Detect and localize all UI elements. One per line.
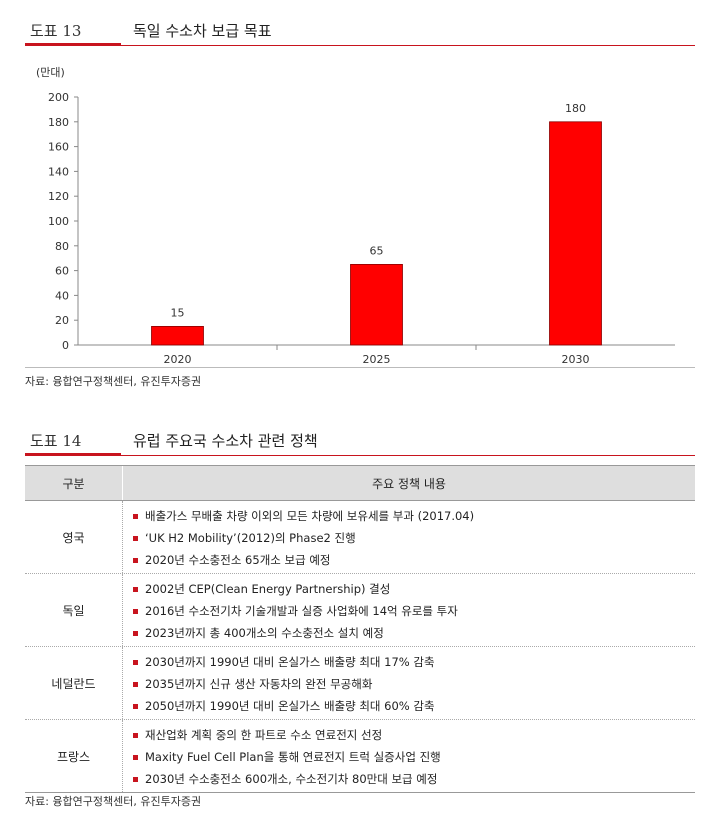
row-policies: 배출가스 무배출 차량 이외의 모든 차량에 보유세를 부과 (2017.04)… xyxy=(123,501,695,573)
policy-item: 2030년 수소충전소 600개소, 수소전기차 80만대 보급 예정 xyxy=(133,768,695,790)
x-tick-labels: 2020 2025 2030 xyxy=(164,353,590,366)
policy-item: ‘UK H2 Mobility’(2012)의 Phase2 진행 xyxy=(133,527,695,549)
bullet-square-icon xyxy=(133,659,138,665)
policy-text: 2035년까지 신규 생산 자동차의 완전 무공해화 xyxy=(145,677,373,691)
policy-text: 2050년까지 1990년 대비 온실가스 배출량 최대 60% 감축 xyxy=(145,699,435,713)
chart-bars xyxy=(151,121,602,346)
row-policies: 2030년까지 1990년 대비 온실가스 배출량 최대 17% 감축 2035년… xyxy=(123,647,695,719)
policy-text: 2002년 CEP(Clean Energy Partnership) 결성 xyxy=(145,582,391,596)
figure13-source: 자료: 융합연구정책센터, 유진투자증권 xyxy=(25,375,202,388)
row-country: 영국 xyxy=(25,501,123,573)
data-label: 15 xyxy=(171,306,185,319)
figure13-rule-accent xyxy=(25,43,121,46)
policy-item: Maxity Fuel Cell Plan을 통해 연료전지 트럭 실증사업 진… xyxy=(133,746,695,768)
row-policies: 2002년 CEP(Clean Energy Partnership) 결성 20… xyxy=(123,574,695,646)
policy-text: 2030년까지 1990년 대비 온실가스 배출량 최대 17% 감축 xyxy=(145,655,435,669)
bullet-square-icon xyxy=(133,535,138,541)
policy-item: 2035년까지 신규 생산 자동차의 완전 무공해화 xyxy=(133,673,695,695)
data-labels: 15 65 180 xyxy=(171,102,587,320)
bullet-square-icon xyxy=(133,630,138,636)
bar-2020 xyxy=(151,325,204,346)
table-row: 영국 배출가스 무배출 차량 이외의 모든 차량에 보유세를 부과 (2017.0… xyxy=(25,501,695,573)
bullet-square-icon xyxy=(133,586,138,592)
y-tick-label: 40 xyxy=(55,289,69,302)
y-tick-label: 100 xyxy=(48,215,69,228)
policy-text: 2030년 수소충전소 600개소, 수소전기차 80만대 보급 예정 xyxy=(145,772,438,786)
bullet-square-icon xyxy=(133,754,138,760)
figure13-rule xyxy=(25,45,695,46)
table-row: 네덜란드 2030년까지 1990년 대비 온실가스 배출량 최대 17% 감축 2… xyxy=(25,646,695,719)
data-label: 65 xyxy=(370,244,384,257)
table-body: 영국 배출가스 무배출 차량 이외의 모든 차량에 보유세를 부과 (2017.0… xyxy=(25,501,695,792)
table-row: 독일 2002년 CEP(Clean Energy Partnership) 결성… xyxy=(25,573,695,646)
x-tick-label: 2020 xyxy=(164,353,192,366)
bar-chart: (만대) 0 20 40 60 80 100 120 140 160 180 200 15 65 180… xyxy=(36,66,675,366)
bullet-square-icon xyxy=(133,557,138,563)
bullet-square-icon xyxy=(133,681,138,687)
row-policies: 재산업화 계획 중의 한 파트로 수소 연료전지 선정 Maxity Fuel C… xyxy=(123,720,695,792)
figure13-title: 독일 수소차 보급 목표 xyxy=(133,22,272,40)
bar-2025 xyxy=(350,263,403,346)
y-tick-labels: 0 20 40 60 80 100 120 140 160 180 200 xyxy=(48,91,69,352)
figure13-header: 도표 13 독일 수소차 보급 목표 xyxy=(25,20,695,46)
y-tick-label: 160 xyxy=(48,141,69,154)
bar-2030 xyxy=(549,121,602,346)
row-country: 프랑스 xyxy=(25,720,123,792)
policy-item: 2030년까지 1990년 대비 온실가스 배출량 최대 17% 감축 xyxy=(133,651,695,673)
policy-item: 2050년까지 1990년 대비 온실가스 배출량 최대 60% 감축 xyxy=(133,695,695,717)
policy-item: 배출가스 무배출 차량 이외의 모든 차량에 보유세를 부과 (2017.04) xyxy=(133,505,695,527)
bullet-square-icon xyxy=(133,703,138,709)
figure14-rule-accent xyxy=(25,453,121,456)
y-tick-label: 20 xyxy=(55,314,69,327)
figure14-number: 도표 14 xyxy=(30,432,82,450)
table-header: 구분 주요 정책 내용 xyxy=(25,466,695,501)
figure14-title: 유럽 주요국 수소차 관련 정책 xyxy=(133,432,318,450)
bullet-square-icon xyxy=(133,513,138,519)
header-category: 구분 xyxy=(25,466,123,500)
table-row: 프랑스 재산업화 계획 중의 한 파트로 수소 연료전지 선정 Maxity Fue… xyxy=(25,719,695,792)
y-tick-label: 180 xyxy=(48,116,69,129)
data-label: 180 xyxy=(565,102,586,115)
header-policy: 주요 정책 내용 xyxy=(372,476,446,491)
policy-table: 구분 주요 정책 내용 영국 배출가스 무배출 차량 이외의 모든 차량에 보유세… xyxy=(25,465,695,793)
policy-item: 2002년 CEP(Clean Energy Partnership) 결성 xyxy=(133,578,695,600)
x-tick-label: 2025 xyxy=(363,353,391,366)
figure13-number: 도표 13 xyxy=(30,22,82,40)
policy-text: 2020년 수소충전소 65개소 보급 예정 xyxy=(145,553,331,567)
policy-item: 2023년까지 총 400개소의 수소충전소 설치 예정 xyxy=(133,622,695,644)
y-tick-label: 140 xyxy=(48,165,69,178)
policy-item: 재산업화 계획 중의 한 파트로 수소 연료전지 선정 xyxy=(133,724,695,746)
y-tick-label: 0 xyxy=(62,339,69,352)
y-unit-label: (만대) xyxy=(36,66,65,79)
figure14-source: 자료: 융합연구정책센터, 유진투자증권 xyxy=(25,795,202,808)
policy-text: 2016년 수소전기차 기술개발과 실증 사업화에 14억 유로를 투자 xyxy=(145,604,458,618)
y-tick-label: 60 xyxy=(55,265,69,278)
x-tick-label: 2030 xyxy=(562,353,590,366)
policy-text: 재산업화 계획 중의 한 파트로 수소 연료전지 선정 xyxy=(145,728,383,742)
policy-item: 2016년 수소전기차 기술개발과 실증 사업화에 14억 유로를 투자 xyxy=(133,600,695,622)
policy-text: Maxity Fuel Cell Plan을 통해 연료전지 트럭 실증사업 진… xyxy=(145,750,441,764)
bullet-square-icon xyxy=(133,608,138,614)
row-country: 독일 xyxy=(25,574,123,646)
policy-text: 2023년까지 총 400개소의 수소충전소 설치 예정 xyxy=(145,626,384,640)
policy-text: ‘UK H2 Mobility’(2012)의 Phase2 진행 xyxy=(145,531,356,545)
y-tick-label: 80 xyxy=(55,240,69,253)
row-country: 네덜란드 xyxy=(25,647,123,719)
y-tick-label: 120 xyxy=(48,190,69,203)
figure13-bottom-rule xyxy=(25,367,695,368)
policy-item: 2020년 수소충전소 65개소 보급 예정 xyxy=(133,549,695,571)
y-tick-label: 200 xyxy=(48,91,69,104)
policy-text: 배출가스 무배출 차량 이외의 모든 차량에 보유세를 부과 (2017.04) xyxy=(145,509,475,523)
bullet-square-icon xyxy=(133,776,138,782)
figure14-rule xyxy=(25,455,695,456)
bullet-square-icon xyxy=(133,732,138,738)
figure14-header: 도표 14 유럽 주요국 수소차 관련 정책 xyxy=(25,430,695,456)
